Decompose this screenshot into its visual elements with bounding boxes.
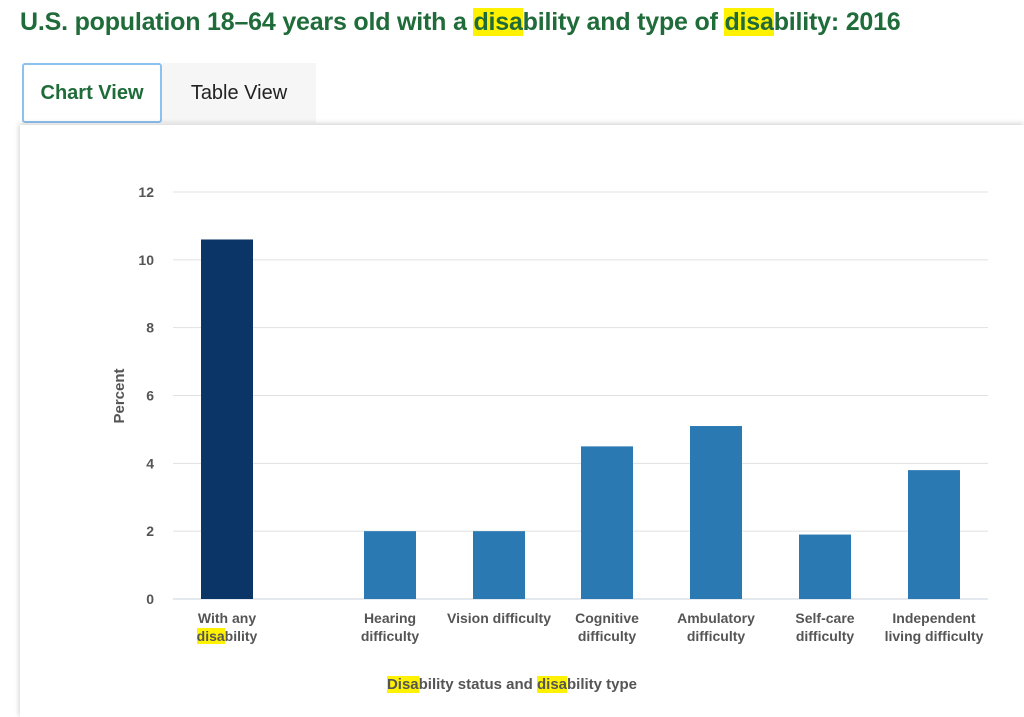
x-title-text: bility status and xyxy=(418,676,537,693)
x-tick-label: With any disability xyxy=(152,609,302,645)
y-tick-label: 0 xyxy=(146,591,154,607)
title-highlight: disa xyxy=(473,8,523,36)
x-tick-label: Ambulatory difficulty xyxy=(641,609,791,645)
page-title: U.S. population 18–64 years old with a d… xyxy=(20,8,901,37)
y-axis-title: Percent xyxy=(111,368,128,423)
y-tick-label: 2 xyxy=(146,523,154,539)
x-tick-label: Vision difficulty xyxy=(424,609,574,627)
x-tick-text: living difficulty xyxy=(884,628,984,644)
chart-panel xyxy=(20,125,1024,717)
x-tick-text: difficulty xyxy=(795,628,855,644)
x-tick-label: Independent living difficulty xyxy=(859,609,1009,645)
x-tick-highlight: disa xyxy=(196,628,225,644)
x-title-highlight: disa xyxy=(537,676,568,693)
y-tick-label: 8 xyxy=(146,320,154,336)
x-tick-text: bility xyxy=(224,628,258,644)
x-tick-label: Hearing difficulty xyxy=(315,609,465,645)
x-tick-text: Independent xyxy=(892,610,976,626)
title-highlight: disa xyxy=(724,8,774,36)
bar[interactable] xyxy=(364,531,416,599)
bar[interactable] xyxy=(908,470,960,599)
y-tick-label: 4 xyxy=(146,455,154,471)
x-tick-text: difficulty xyxy=(686,628,746,644)
x-tick-text: Cognitive xyxy=(575,610,639,626)
x-title-text: bility type xyxy=(567,676,638,693)
x-tick-label: Cognitive difficulty xyxy=(532,609,682,645)
x-tick-text: Self-care xyxy=(795,610,855,626)
x-tick-text: difficulty xyxy=(577,628,637,644)
x-tick-text: Ambulatory xyxy=(677,610,755,626)
bar[interactable] xyxy=(581,446,633,599)
tab-table-view[interactable]: Table View xyxy=(162,63,316,123)
bar[interactable] xyxy=(799,534,851,599)
x-tick-text: difficulty xyxy=(360,628,420,644)
bar[interactable] xyxy=(690,426,742,599)
bar[interactable] xyxy=(201,239,253,599)
x-tick-text: Hearing xyxy=(363,610,417,626)
title-text: bility: 2016 xyxy=(773,8,901,36)
bar[interactable] xyxy=(473,531,525,599)
x-title-highlight: Disa xyxy=(386,676,419,693)
title-text: U.S. population 18–64 years old with a xyxy=(20,8,474,36)
y-tick-label: 10 xyxy=(138,252,154,268)
tab-chart-view[interactable]: Chart View xyxy=(22,63,162,123)
x-tick-label: Self-care difficulty xyxy=(750,609,900,645)
y-tick-label: 12 xyxy=(138,184,154,200)
y-tick-label: 6 xyxy=(146,388,154,404)
x-tick-text: With any xyxy=(197,610,257,626)
x-axis-title: Disability status and disability type xyxy=(0,676,1024,693)
x-tick-text: Vision difficulty xyxy=(447,610,551,626)
title-text: bility and type of xyxy=(522,8,725,36)
